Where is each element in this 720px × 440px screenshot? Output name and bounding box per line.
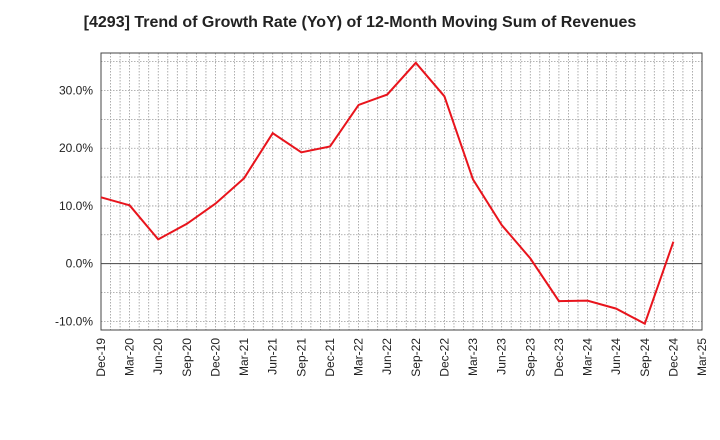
x-tick-label: Jun-22 (380, 338, 394, 375)
y-tick-label: -10.0% (55, 314, 93, 328)
series-layer (100, 61, 675, 326)
x-tick-label: Dec-22 (437, 338, 451, 377)
x-tick-label: Sep-22 (409, 338, 423, 377)
x-tick-label: Dec-23 (552, 338, 566, 377)
x-tick-label: Mar-21 (237, 338, 251, 376)
x-tick-label: Dec-24 (666, 338, 680, 377)
y-tick-label: 20.0% (59, 141, 93, 155)
x-tick-label: Sep-23 (523, 338, 537, 377)
grid-lines (101, 53, 702, 330)
y-tick-label: 30.0% (59, 84, 93, 98)
x-tick-label: Mar-25 (695, 338, 709, 376)
tick-labels: -10.0% 0.0% 10.0% 20.0% 30.0% Dec-19 Mar-20 Jun… (55, 84, 709, 377)
x-tick-label: Dec-19 (94, 338, 108, 377)
x-tick-label: Mar-22 (352, 338, 366, 376)
chart-title: [4293] Trend of Growth Rate (YoY) of 12-… (83, 14, 637, 31)
x-tick-label: Sep-20 (180, 338, 194, 377)
x-tick-label: Mar-20 (123, 338, 137, 376)
x-tick-label: Sep-21 (294, 338, 308, 377)
plot-frame (100, 52, 703, 331)
x-tick-label: Jun-20 (151, 338, 165, 375)
y-tick-label: 0.0% (66, 257, 94, 271)
y-tick-label: 10.0% (59, 199, 93, 213)
x-tick-label: Mar-23 (466, 338, 480, 376)
x-tick-label: Jun-24 (609, 338, 623, 375)
x-tick-label: Jun-23 (495, 338, 509, 375)
x-tick-label: Dec-21 (323, 338, 337, 377)
axes (100, 52, 703, 331)
x-tick-label: Mar-24 (581, 338, 595, 376)
x-tick-label: Sep-24 (638, 338, 652, 377)
x-tick-label: Jun-21 (266, 338, 280, 375)
x-tick-label: Dec-20 (208, 338, 222, 377)
growth-rate-line (100, 61, 675, 326)
